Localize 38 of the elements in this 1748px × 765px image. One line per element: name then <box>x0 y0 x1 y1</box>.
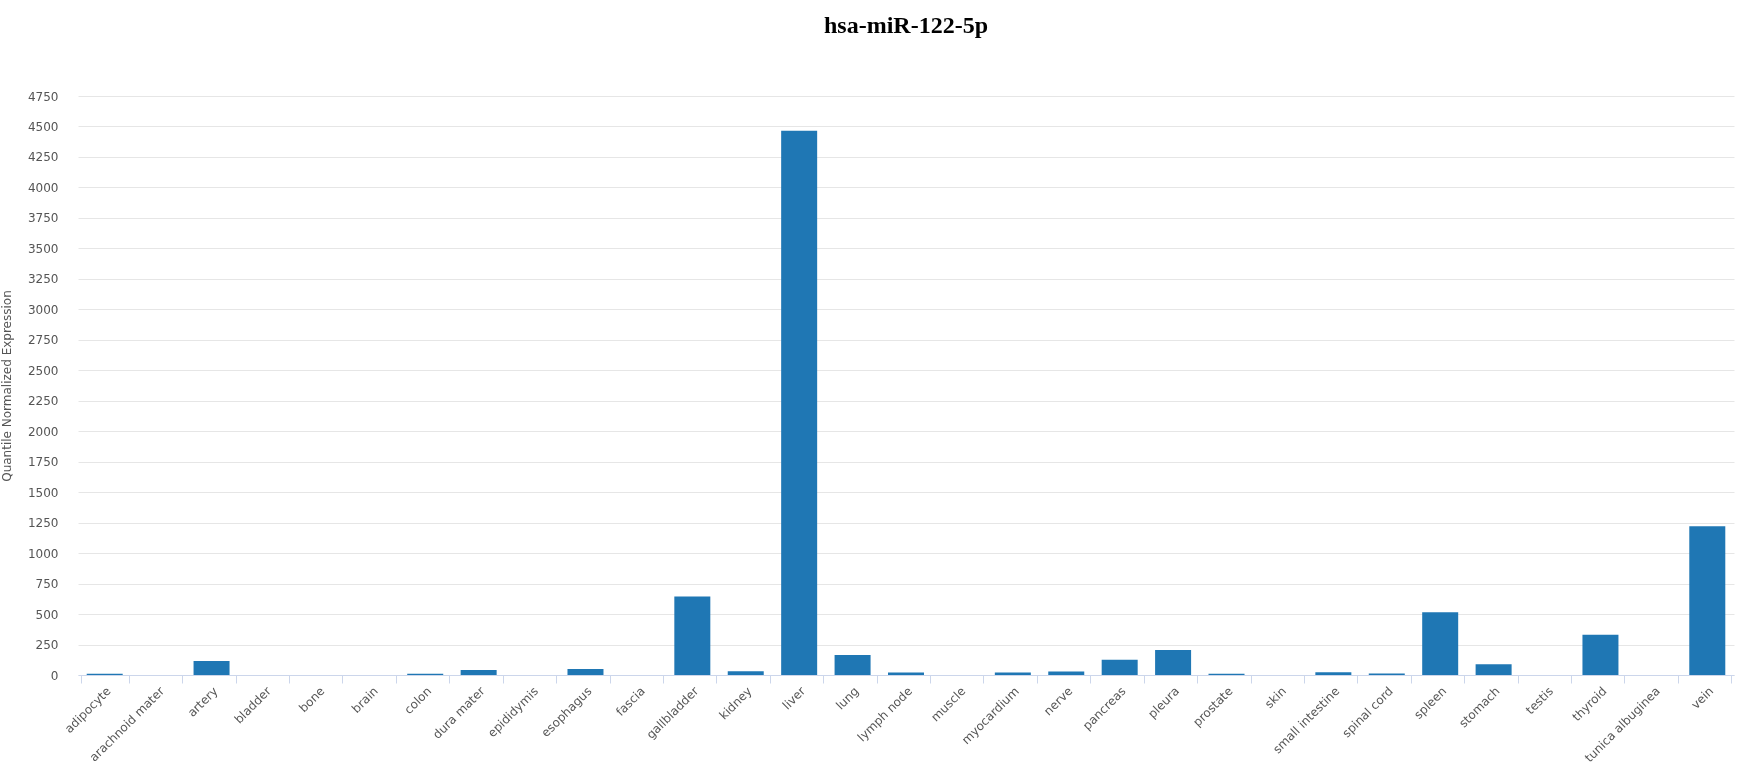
bar <box>781 130 818 675</box>
y-tick-label: 2250 <box>27 394 59 409</box>
y-tick-label: 2500 <box>27 363 59 378</box>
y-tick-label: 3000 <box>27 302 59 317</box>
chart-title: hsa-miR-122-5p <box>823 12 989 38</box>
y-axis-title: Quantile Normalized Expression <box>0 290 14 482</box>
bar <box>1101 659 1138 675</box>
y-tick-label: 1750 <box>27 455 59 470</box>
bar <box>674 596 711 675</box>
y-tick-label: 4750 <box>27 89 59 104</box>
y-tick-label: 2750 <box>27 333 59 348</box>
y-tick-label: 3500 <box>27 241 59 256</box>
bar <box>1475 664 1512 675</box>
x-tick-label: vein <box>1688 684 1717 712</box>
y-tick-label: 2000 <box>27 424 59 439</box>
y-tick-label: 500 <box>35 607 59 622</box>
bar <box>1155 650 1192 675</box>
y-tick-label: 0 <box>50 668 59 683</box>
y-tick-label: 1500 <box>27 485 59 500</box>
bar <box>567 668 604 675</box>
y-tick-label: 250 <box>35 638 59 653</box>
bar <box>727 671 764 675</box>
y-tick-label: 1000 <box>27 546 59 561</box>
y-tick-label: 4000 <box>27 180 59 195</box>
bar <box>1689 526 1726 675</box>
y-tick-label: 750 <box>35 577 59 592</box>
y-tick-label: 3250 <box>27 272 59 287</box>
bar <box>1582 634 1619 675</box>
bar <box>460 670 497 675</box>
y-tick-label: 3750 <box>27 211 59 226</box>
x-tick-label: skin <box>1261 684 1289 712</box>
y-tick-label: 4250 <box>27 150 59 165</box>
bar <box>1422 612 1459 675</box>
bar <box>193 660 230 675</box>
bar <box>1315 672 1352 675</box>
y-tick-label: 1250 <box>27 516 59 531</box>
y-tick-label: 4500 <box>27 119 59 134</box>
bar <box>834 654 871 675</box>
